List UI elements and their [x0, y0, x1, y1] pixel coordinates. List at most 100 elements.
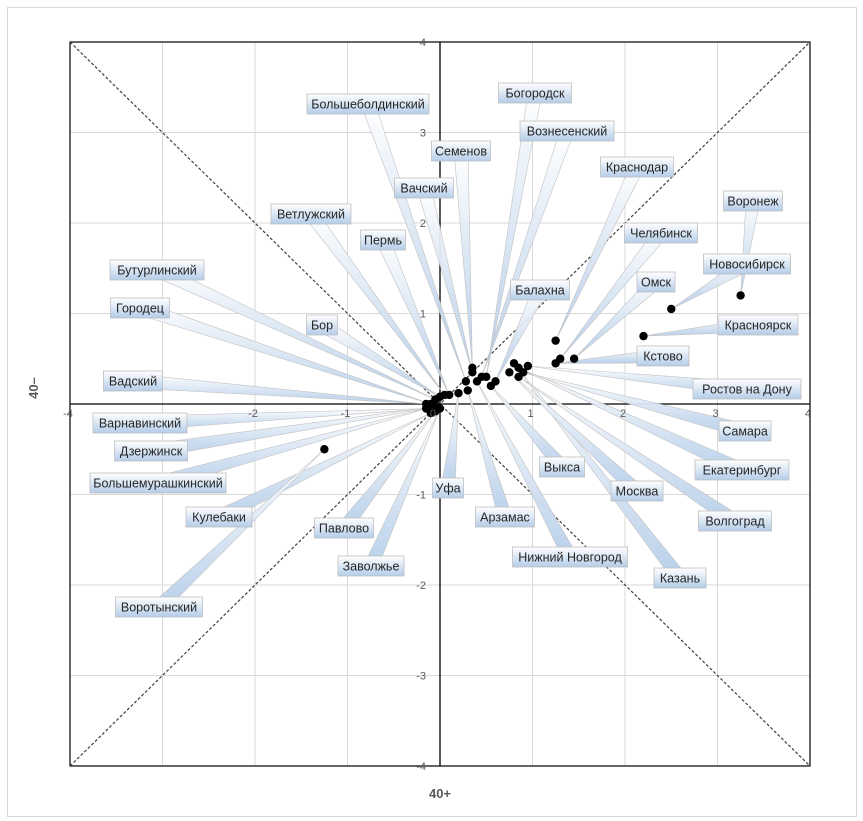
data-label: Кулебаки: [192, 511, 246, 525]
data-point: [320, 445, 329, 454]
data-point: [421, 404, 431, 413]
callout-box: [314, 517, 374, 539]
data-point: [461, 377, 471, 386]
callout-box: [270, 203, 352, 225]
data-point: [509, 359, 519, 368]
label-layer: Воронеж Новосибирск Красноярск Омск Челябинс…: [89, 82, 802, 618]
data-point: [736, 291, 745, 300]
data-point: [468, 368, 477, 377]
callout-box: [432, 477, 464, 499]
callout-box: [360, 229, 406, 251]
callout-box: [92, 412, 188, 434]
callout-box: [114, 440, 188, 462]
data-label: Вачский: [400, 182, 447, 196]
callout-box: [512, 546, 628, 568]
y-tick-label: 1: [420, 309, 426, 321]
data-label: Уфа: [435, 482, 460, 496]
callout-box: [89, 472, 227, 494]
data-point: [454, 388, 463, 398]
data-label: Бутурлинский: [117, 264, 197, 278]
data-label: Челябинск: [630, 227, 692, 241]
x-tick-label: 2: [620, 408, 626, 420]
point-layer: [320, 291, 745, 454]
data-label: Вознесенский: [527, 125, 608, 139]
x-tick-label: -1: [341, 408, 351, 420]
data-point: [569, 354, 579, 363]
callout-box: [185, 506, 253, 528]
data-point: [431, 402, 440, 411]
callout-box: [306, 314, 338, 336]
callout-box: [636, 271, 676, 293]
y-tick-label: -2: [416, 580, 426, 592]
data-label: Краснодар: [606, 161, 668, 175]
callout-box: [600, 156, 674, 178]
callout-box: [519, 120, 615, 142]
y-axis-label: 40–: [26, 377, 41, 399]
x-tick-label: 1: [527, 408, 533, 420]
data-point: [514, 372, 523, 382]
data-label: Дзержинск: [120, 445, 183, 459]
data-point: [523, 361, 533, 371]
callout-box: [109, 259, 205, 281]
data-label: Красноярск: [725, 319, 792, 333]
data-label: Павлово: [319, 522, 369, 536]
callout-box: [692, 378, 802, 400]
tick-layer: -4 -2 -1 1 2 3 4 -4 -3 -2 -1 0 1 2 3 4: [63, 37, 811, 773]
data-label: Омск: [641, 276, 672, 290]
callout-box: [539, 456, 585, 478]
x-axis-label: 40+: [429, 786, 451, 801]
data-label: Нижний Новгород: [518, 551, 622, 565]
callout-box: [306, 93, 430, 115]
callout-box: [698, 510, 772, 532]
origin-tick-label: 0: [430, 408, 436, 420]
data-label: Кстово: [643, 350, 683, 364]
leader-layer: [132, 91, 761, 613]
callout-box: [337, 555, 405, 577]
data-label: Самара: [722, 425, 768, 439]
data-label: Пермь: [364, 234, 402, 248]
x-tick-label: -2: [248, 408, 258, 420]
callout-box: [723, 190, 783, 212]
data-label: Екатеринбург: [703, 464, 782, 478]
y-tick-label: 2: [420, 218, 426, 230]
callout-box: [694, 459, 790, 481]
callout-leader: [740, 199, 761, 296]
callout-box: [653, 567, 707, 589]
data-label: Большеболдинский: [311, 98, 425, 112]
data-point: [551, 359, 560, 368]
axis-layer: [70, 42, 810, 766]
data-label: Волгоград: [705, 515, 765, 529]
y-tick-label: -1: [416, 490, 426, 502]
y-tick-label: 3: [420, 128, 426, 140]
data-label: Ветлужский: [277, 208, 345, 222]
data-label: Воротынский: [121, 601, 197, 615]
callout-box: [103, 370, 163, 392]
data-label: Семенов: [435, 145, 487, 159]
data-point: [486, 381, 496, 391]
data-label: Заволжье: [343, 560, 400, 574]
data-label: Большемурашкинский: [93, 477, 222, 491]
callout-box: [475, 506, 535, 528]
data-label: Ростов на Дону: [702, 383, 792, 397]
callout-box: [610, 480, 664, 502]
x-tick-label: 4: [805, 408, 811, 420]
data-label: Бор: [311, 319, 333, 333]
data-point: [463, 386, 472, 395]
callout-box: [431, 140, 491, 162]
data-point: [639, 331, 648, 341]
y-tick-label: 4: [420, 37, 426, 49]
x-tick-label: -4: [63, 408, 73, 420]
data-label: Богородск: [505, 87, 565, 101]
data-label: Новосибирск: [709, 258, 785, 272]
callout-box: [718, 420, 772, 442]
y-tick-label: -3: [416, 671, 426, 683]
callout-box: [624, 222, 698, 244]
data-label: Арзамас: [480, 511, 530, 525]
data-label: Воронеж: [727, 195, 779, 209]
callout-box: [703, 253, 791, 275]
callout-leader: [467, 390, 513, 520]
callout-box: [717, 314, 799, 336]
data-point: [505, 368, 514, 377]
